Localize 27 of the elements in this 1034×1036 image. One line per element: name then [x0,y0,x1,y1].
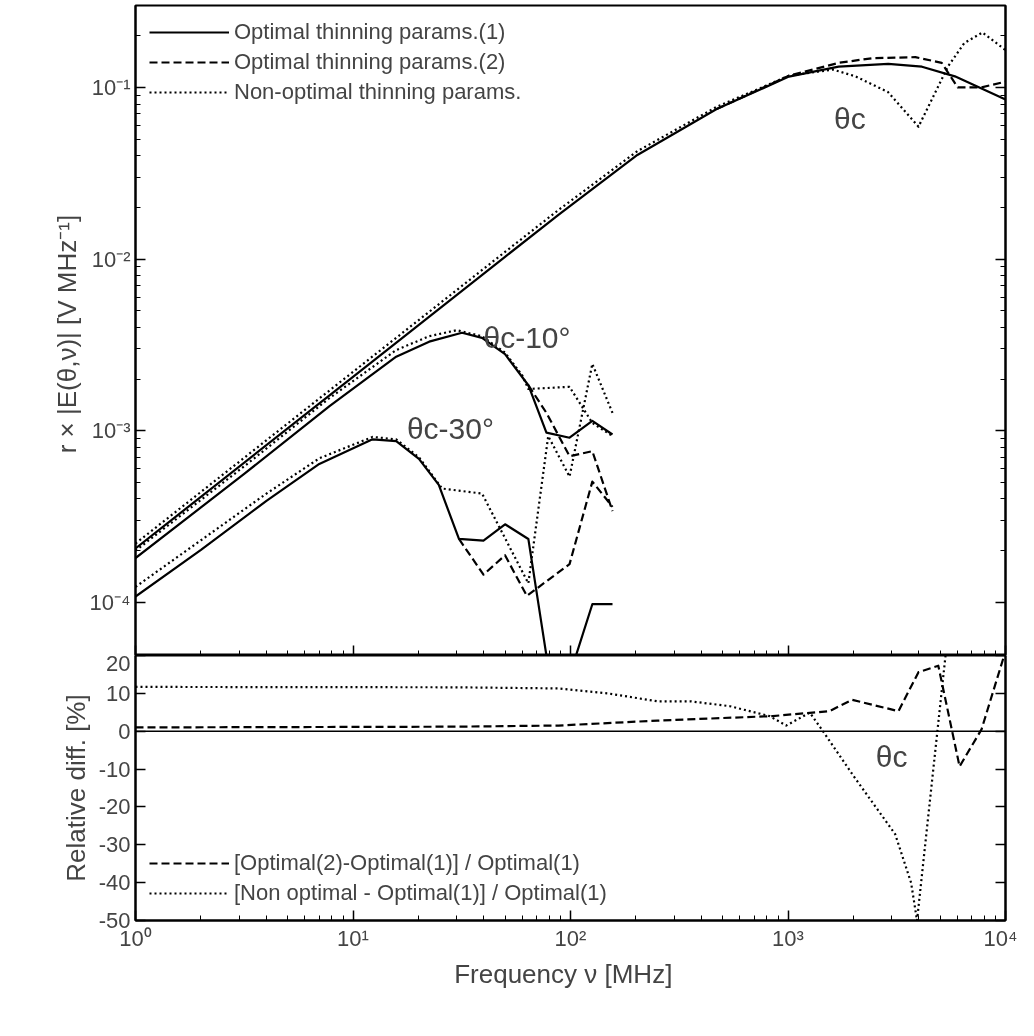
legend-label: [Non optimal - Optimal(1)] / Optimal(1) [234,880,607,906]
y-tick-label: -20 [98,794,131,820]
x-axis-title: Frequency ν [MHz] [454,958,673,989]
x-tick-label: 10² [554,925,587,951]
legend-label: Non-optimal thinning params. [234,79,522,105]
legend-label: [Optimal(2)-Optimal(1)] / Optimal(1) [234,850,580,876]
legend-label: Optimal thinning params.(2) [234,49,506,75]
y-tick-label: 10⁻³ [91,418,131,444]
annotation: θc-10° [483,320,571,354]
y-axis-title: Relative diff. [%] [60,694,91,882]
x-tick-label: 10³ [772,925,804,951]
y-tick-label: 10 [106,680,131,706]
y-tick-label: 0 [118,718,131,744]
x-tick-label: 10⁴ [983,925,1018,951]
y-tick-label: -30 [98,832,131,858]
x-tick-label: 10¹ [337,925,369,951]
annotation: θc [834,102,866,136]
y-tick-label: -10 [98,756,131,782]
annotation: θc [875,740,908,774]
y-tick-label: -40 [98,870,131,896]
y-tick-label: 10⁻² [91,246,131,272]
y-axis-title: r × |E(θ,ν)| [V MHz⁻¹] [51,214,82,454]
legend-label: Optimal thinning params.(1) [234,19,506,45]
y-tick-label: 10⁻⁴ [89,589,131,615]
y-tick-label: 20 [106,650,131,676]
y-tick-label: 10⁻¹ [91,74,131,100]
annotation: θc-30° [406,411,494,445]
